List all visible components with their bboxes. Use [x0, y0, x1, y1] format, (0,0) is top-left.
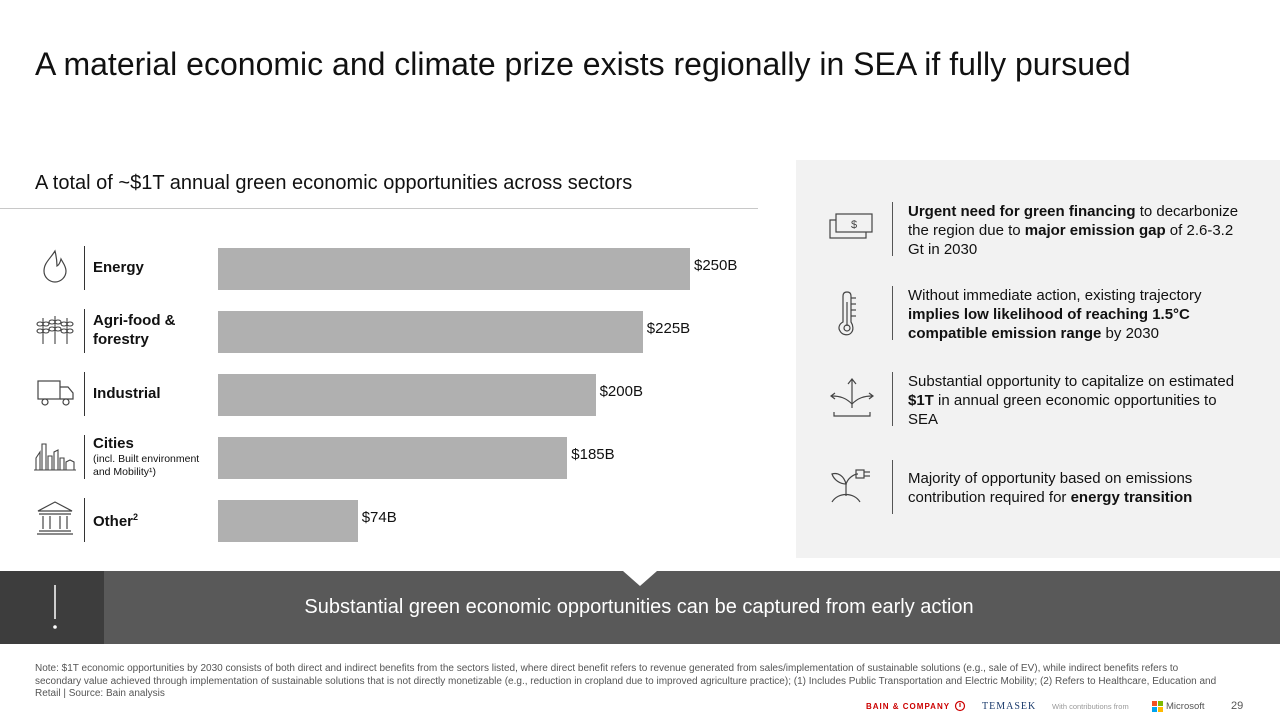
- category-label-note: (incl. Built environment and Mobility¹): [93, 452, 200, 478]
- bar-value-label: $74B: [361, 509, 397, 526]
- insight-text: Substantial opportunity to capitalize on…: [908, 372, 1235, 428]
- category-label-main: forestry: [93, 331, 149, 348]
- row-divider: [84, 309, 85, 353]
- category-label-main: Industrial: [93, 384, 161, 402]
- category-label: Other2: [93, 492, 138, 546]
- svg-text:$: $: [851, 219, 857, 231]
- bar: [218, 500, 358, 542]
- bain-logo: BAIN & COMPANY: [866, 698, 966, 714]
- plant-plug-icon: [826, 462, 878, 514]
- bar-value-label: $185B: [571, 446, 615, 463]
- page-title: A material economic and climate prize ex…: [35, 46, 1131, 82]
- chart-row: Industrial $200B: [0, 366, 780, 420]
- building-icon: [34, 497, 76, 539]
- bar-value-label: $200B: [599, 383, 643, 400]
- chart-row: Cities (incl. Built environment and Mobil…: [0, 429, 780, 483]
- temasek-logo: TEMASEK: [982, 700, 1037, 712]
- sector-bar-chart: Energy $250B Agri-food & forestry $225B Indus…: [0, 230, 780, 560]
- growth-arrows-icon: [826, 374, 878, 426]
- category-label-main: Energy: [93, 258, 144, 276]
- bain-mark-icon: [954, 700, 966, 712]
- bar: [218, 374, 596, 416]
- insight-text: Without immediate action, existing traje…: [908, 286, 1202, 342]
- bar: [218, 437, 568, 479]
- category-label-main: Cities: [93, 434, 134, 452]
- bar: [218, 311, 643, 353]
- footnote-marker: 2: [133, 511, 139, 522]
- insight-divider: [892, 460, 893, 514]
- category-label-main: Other2: [93, 511, 139, 530]
- row-divider: [84, 372, 85, 416]
- microsoft-logo: Microsoft: [1152, 698, 1205, 714]
- city-icon: [34, 434, 76, 476]
- thermometer-icon: [826, 288, 878, 340]
- alert-box: [0, 571, 104, 644]
- row-divider: [84, 435, 85, 479]
- chart-subtitle: A total of ~$1T annual green economic op…: [35, 172, 633, 194]
- insight-item: $ Urgent need for green financing to deca…: [796, 200, 1280, 260]
- bar-value-label: $250B: [694, 257, 738, 274]
- insight-item: Substantial opportunity to capitalize on…: [796, 370, 1280, 430]
- insight-text: Majority of opportunity based on emissio…: [908, 470, 1193, 506]
- truck-icon: [34, 371, 76, 413]
- banner-text: Substantial green economic opportunities…: [304, 596, 974, 618]
- chart-row: Other2 $74B: [0, 492, 780, 546]
- flame-icon: [34, 245, 76, 287]
- insight-divider: [892, 286, 893, 340]
- contributions-text: With contributions from: [1052, 701, 1129, 711]
- footnote: Note: $1T economic opportunities by 2030…: [35, 663, 1217, 699]
- insight-item: Without immediate action, existing traje…: [796, 284, 1280, 344]
- bain-logo-text: BAIN & COMPANY: [866, 701, 951, 711]
- row-divider: [84, 498, 85, 542]
- chart-row: Agri-food & forestry $225B: [0, 303, 780, 357]
- money-icon: $: [826, 204, 878, 256]
- category-label: Agri-food & forestry: [93, 303, 175, 357]
- category-label-main: Agri-food &: [93, 312, 176, 329]
- takeaway-banner: Substantial green economic opportunities…: [0, 571, 1280, 644]
- category-label: Industrial: [93, 366, 161, 420]
- banner-notch: [623, 571, 657, 586]
- page-number: 29: [1231, 700, 1244, 712]
- chart-row: Energy $250B: [0, 240, 780, 294]
- row-divider: [84, 246, 85, 290]
- category-label: Cities (incl. Built environment and Mobil…: [93, 429, 208, 483]
- insight-divider: [892, 202, 893, 256]
- category-label: Energy: [93, 240, 144, 294]
- insights-panel: $ Urgent need for green financing to deca…: [796, 160, 1280, 558]
- insight-item: Majority of opportunity based on emissio…: [796, 458, 1280, 518]
- bar: [218, 248, 690, 290]
- insight-divider: [892, 372, 893, 426]
- microsoft-logo-text: Microsoft: [1166, 700, 1205, 712]
- divider: [0, 208, 758, 209]
- bar-value-label: $225B: [646, 320, 691, 337]
- insight-text: Urgent need for green financing to decar…: [908, 202, 1239, 258]
- exclamation-icon: [53, 585, 57, 629]
- microsoft-squares-icon: [1152, 700, 1163, 712]
- wheat-icon: [34, 308, 76, 350]
